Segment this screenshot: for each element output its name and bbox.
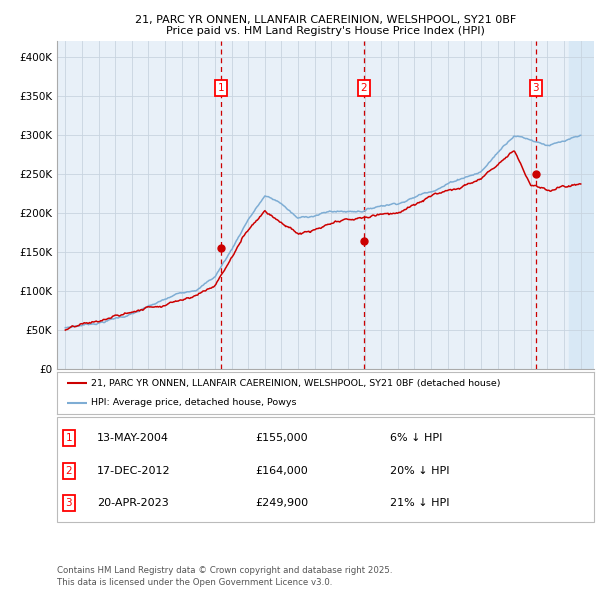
Text: £164,000: £164,000 xyxy=(256,466,308,476)
Text: HPI: Average price, detached house, Powys: HPI: Average price, detached house, Powy… xyxy=(91,398,296,407)
Text: £155,000: £155,000 xyxy=(256,433,308,443)
Text: 21, PARC YR ONNEN, LLANFAIR CAEREINION, WELSHPOOL, SY21 0BF (detached house): 21, PARC YR ONNEN, LLANFAIR CAEREINION, … xyxy=(91,379,500,388)
Text: 2: 2 xyxy=(361,83,367,93)
Text: 3: 3 xyxy=(532,83,539,93)
Text: 20% ↓ HPI: 20% ↓ HPI xyxy=(390,466,449,476)
Text: 1: 1 xyxy=(218,83,224,93)
Text: £249,900: £249,900 xyxy=(256,498,309,508)
Text: 17-DEC-2012: 17-DEC-2012 xyxy=(97,466,171,476)
Text: 1: 1 xyxy=(65,433,72,443)
Text: 3: 3 xyxy=(65,498,72,508)
Text: 6% ↓ HPI: 6% ↓ HPI xyxy=(390,433,442,443)
Text: 20-APR-2023: 20-APR-2023 xyxy=(97,498,169,508)
Bar xyxy=(569,41,594,369)
Text: 2: 2 xyxy=(65,466,72,476)
Text: Contains HM Land Registry data © Crown copyright and database right 2025.
This d: Contains HM Land Registry data © Crown c… xyxy=(57,566,392,587)
Title: 21, PARC YR ONNEN, LLANFAIR CAEREINION, WELSHPOOL, SY21 0BF
Price paid vs. HM La: 21, PARC YR ONNEN, LLANFAIR CAEREINION, … xyxy=(135,15,516,37)
Text: 13-MAY-2004: 13-MAY-2004 xyxy=(97,433,169,443)
Text: 21% ↓ HPI: 21% ↓ HPI xyxy=(390,498,449,508)
